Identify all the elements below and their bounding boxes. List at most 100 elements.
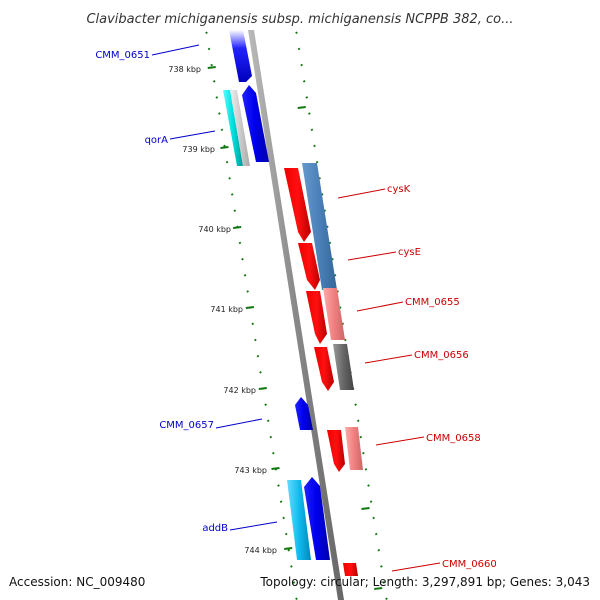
leader-line-addb	[229, 521, 278, 531]
feature-block-pink-2	[345, 427, 363, 470]
guide-dot-right	[305, 96, 309, 99]
guide-dot-left	[207, 47, 211, 51]
feature-block-pink	[323, 288, 345, 340]
guide-dot-right	[295, 31, 298, 35]
guide-dot-left	[246, 290, 249, 293]
kbp-label-741: 741 kbp	[210, 305, 243, 314]
guide-dot-left	[228, 176, 231, 180]
guide-dot-right	[356, 419, 360, 423]
guide-dot-right	[372, 516, 375, 520]
gene-arrow-cmm-0656[interactable]	[314, 347, 334, 391]
leader-line-cmm-0651	[151, 44, 200, 56]
ruler-tick-743	[271, 467, 280, 470]
guide-dot-left	[287, 548, 291, 552]
guide-dot-right	[382, 581, 386, 584]
guide-dot-right	[374, 532, 378, 536]
guide-dot-right	[359, 435, 363, 439]
gene-labels: CMM_0651 qorA cysK cysE CMM_0655 CMM_065…	[95, 44, 497, 572]
leader-line-qora	[169, 130, 216, 140]
feature-block-gray	[333, 344, 354, 390]
feature-block-sky	[287, 480, 311, 560]
kbp-label-738: 738 kbp	[168, 65, 201, 74]
guide-dot-right	[328, 241, 332, 245]
guide-dot-left	[243, 274, 247, 277]
guide-dot-left	[220, 128, 224, 132]
guide-dot-right	[300, 63, 303, 67]
guide-dot-right	[297, 47, 301, 51]
guide-dot-left	[215, 96, 219, 99]
gene-arrow-cmm-0657[interactable]	[295, 397, 313, 430]
guide-dot-right	[308, 112, 311, 115]
gene-arrow-qora[interactable]	[242, 85, 269, 162]
gene-arrow-addb[interactable]	[304, 477, 330, 560]
guide-dot-left	[292, 581, 296, 584]
gene-label-qora[interactable]: qorA	[145, 135, 169, 146]
kbp-label-740: 740 kbp	[198, 225, 231, 234]
guide-dot-right	[323, 209, 327, 212]
ruler-tick-744	[284, 547, 293, 550]
guide-dot-left	[212, 79, 216, 83]
guide-dot-left	[233, 209, 237, 212]
guide-dot-left	[269, 435, 273, 439]
accession-text: Accession: NC_009480	[9, 575, 145, 589]
kbp-labels: 738 kbp 739 kbp 740 kbp 741 kbp 742 kbp …	[168, 65, 277, 555]
ruler-tick-741	[245, 306, 255, 309]
ruler-tick-740	[233, 226, 242, 229]
leader-line-cmm-0656	[364, 354, 413, 364]
gene-arrow-cmm-0660[interactable]	[343, 563, 358, 576]
backbone-line	[248, 30, 344, 600]
guide-dot-right	[313, 144, 316, 148]
guide-dot-left	[254, 338, 257, 342]
ruler-tick-738	[207, 66, 216, 69]
gene-label-cmm-0651[interactable]: CMM_0651	[95, 50, 150, 61]
guide-dot-right	[320, 193, 324, 196]
kbp-label-739: 739 kbp	[182, 145, 215, 154]
guide-dot-left	[210, 63, 213, 67]
guide-dot-right	[367, 484, 370, 487]
gene-label-cmm-0657[interactable]: CMM_0657	[159, 420, 214, 431]
gene-label-cmm-0656[interactable]: CMM_0656	[414, 350, 469, 361]
guide-dot-right	[341, 322, 345, 326]
gene-arrow-cmm-0655[interactable]	[306, 291, 327, 344]
leader-line-cmm-0660	[391, 562, 441, 572]
feature-block-cyan	[223, 90, 243, 166]
guide-dot-right	[315, 160, 319, 164]
guide-dot-left	[284, 532, 288, 536]
leader-line-cmm-0658	[375, 436, 425, 446]
guide-dot-left	[295, 597, 298, 600]
guide-dot-left	[277, 484, 280, 487]
gene-arrow-cmm-0658[interactable]	[327, 430, 345, 472]
guide-dot-left	[230, 193, 234, 196]
guide-dot-right	[364, 468, 368, 471]
gene-label-cmm-0655[interactable]: CMM_0655	[405, 297, 460, 308]
gene-label-addb[interactable]: addB	[202, 523, 228, 534]
feature-block-steel	[302, 163, 337, 290]
guide-dot-right	[377, 548, 381, 552]
gene-label-cmm-0658[interactable]: CMM_0658	[426, 433, 481, 444]
guide-dot-right	[326, 225, 329, 229]
gene-label-cmm-0660[interactable]: CMM_0660	[442, 559, 497, 570]
gene-arrow-cyse[interactable]	[298, 243, 320, 290]
ruler-tick-739	[220, 146, 229, 149]
guide-dot-right	[369, 500, 373, 504]
ruler-tick-outer-743	[361, 507, 370, 510]
guide-dot-left	[225, 160, 229, 164]
feature-block-lightgray	[230, 90, 250, 166]
ruler-tick-742	[258, 387, 267, 390]
gene-label-cyse[interactable]: cysE	[398, 247, 421, 258]
guide-dot-right	[362, 451, 365, 455]
gene-arrow-cmm-0651[interactable]	[229, 30, 252, 82]
guide-dot-left	[279, 500, 283, 504]
leader-line-cmm-0655	[356, 301, 404, 312]
guide-dot-right	[333, 274, 337, 277]
guide-dot-left	[264, 403, 267, 406]
gene-arrow-cysk[interactable]	[284, 168, 311, 242]
map-title: Clavibacter michiganensis subsp. michiga…	[86, 12, 513, 27]
guide-dot-left	[218, 112, 221, 115]
guide-dot-right	[310, 128, 314, 132]
guide-dot-left	[266, 419, 270, 423]
gene-label-cysk[interactable]: cysK	[387, 184, 411, 195]
guide-dot-left	[290, 565, 293, 568]
guide-dot-left	[282, 516, 285, 520]
